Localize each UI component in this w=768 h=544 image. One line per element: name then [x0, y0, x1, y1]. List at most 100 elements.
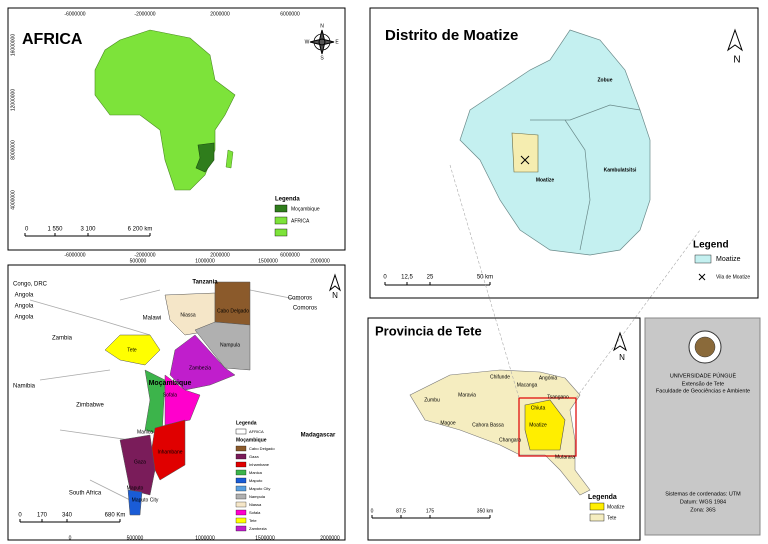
- place-label: Tsangano: [547, 394, 569, 400]
- province-label: Niassa: [180, 312, 196, 318]
- connector: [449, 164, 701, 399]
- compass: [309, 29, 335, 55]
- legend-title: Legenda: [588, 494, 617, 501]
- legend-label: Maputo City: [249, 486, 270, 491]
- scale-label: 175: [426, 508, 435, 514]
- legend-swatches: [235, 445, 247, 532]
- info-line: Zona: 36S: [690, 507, 716, 513]
- coord-label: -6000000: [64, 252, 85, 258]
- compass-label: S: [320, 55, 324, 61]
- country-label: Zambia: [52, 336, 73, 342]
- country-label: Comoros: [293, 306, 317, 312]
- province-label: Tete: [127, 347, 137, 353]
- scale-label: 0: [371, 508, 374, 514]
- country-label: Comoros: [288, 296, 312, 302]
- coord-label: 6000000: [280, 11, 300, 17]
- institution-name: UNIVERSIDADE PÚNGUÈ: [670, 372, 737, 379]
- coord-label: -2000000: [134, 11, 155, 17]
- place-label: Macanga: [517, 382, 538, 388]
- logo-inner: [694, 336, 716, 358]
- north-label: N: [619, 353, 625, 362]
- place-label: Mutarara: [555, 454, 575, 460]
- province-label: Gaza: [134, 459, 146, 465]
- place-label: Zumbu: [424, 397, 440, 403]
- town-area: [511, 132, 539, 173]
- place-label: Kambulatsitsi: [604, 167, 637, 173]
- scale-bar: [371, 515, 491, 519]
- north-label: N: [332, 291, 338, 300]
- panel-title: Provincia de Tete: [375, 323, 482, 338]
- country-label: Namibia: [13, 384, 36, 390]
- place-label: Maravia: [458, 392, 476, 398]
- province-label: Maputo City: [132, 497, 159, 503]
- coord-label: -2000000: [134, 252, 155, 258]
- coord-label: 500000: [127, 535, 144, 541]
- scale-label: 0: [18, 513, 22, 519]
- scale-label: 1 550: [47, 227, 63, 233]
- scale-label: 50 km: [477, 275, 493, 281]
- institution-line: Extensão de Tete: [682, 381, 724, 387]
- legend-label: Maputo: [249, 478, 263, 483]
- country-label: Angola: [15, 315, 34, 321]
- legend-label: Cabo Delgado: [249, 446, 275, 451]
- institution-line: Faculdade de Geociências e Ambiente: [656, 388, 750, 394]
- coord-label: 2000000: [210, 11, 230, 17]
- place-label: Changara: [499, 437, 521, 443]
- province-label: Inhambane: [157, 449, 182, 455]
- place-label: Zobue: [598, 77, 613, 83]
- place-label: Moatize: [536, 177, 555, 183]
- place-label: Chiuta: [531, 405, 546, 411]
- legend-label: Vila de Moatize: [716, 274, 750, 280]
- legend-label: AFRICA: [291, 218, 310, 224]
- coord-label: -6000000: [64, 11, 85, 17]
- legend-marker: [698, 273, 706, 281]
- legend-label: Tete: [607, 515, 617, 521]
- place-label: Magoe: [440, 420, 456, 426]
- legend-label: Gaza: [249, 454, 259, 459]
- highlight-box: [518, 397, 577, 457]
- legend-swatch: [274, 204, 288, 213]
- mozambique-shape: [195, 142, 215, 173]
- country-label: Congo, DRC: [13, 282, 48, 288]
- legend-title: Legenda: [236, 420, 257, 426]
- scale-label: 680 Km: [105, 513, 126, 519]
- coord-label: 2000000: [210, 252, 230, 258]
- north-arrow: [727, 28, 743, 52]
- country-label: Zimbabwe: [76, 403, 104, 409]
- legend-label: Tete: [249, 518, 257, 523]
- scale-bar: [19, 519, 121, 523]
- place-label: Moatize: [529, 422, 547, 428]
- coord-label: 0: [69, 535, 72, 541]
- legend-label: Niassa: [249, 502, 262, 507]
- compass-label: W: [305, 39, 310, 45]
- north-arrow: [328, 273, 342, 292]
- scale-label: 3 100: [80, 227, 96, 233]
- scale-label: 0: [383, 275, 387, 281]
- coord-label: 1500000: [255, 535, 275, 541]
- legend-title: Legenda: [275, 197, 300, 203]
- province-label: Maputo: [127, 485, 144, 491]
- info-line: Datum: WGS 1984: [680, 499, 726, 505]
- coord-label: 2000000: [320, 535, 340, 541]
- coord-label: 6000000: [280, 252, 300, 258]
- coord-label: 12000000: [10, 89, 16, 111]
- legend-title: Moçambique: [236, 437, 267, 443]
- coord-label: 500000: [130, 258, 147, 264]
- legend-swatch: [694, 254, 712, 264]
- scale-label: 87,5: [396, 508, 406, 514]
- legend-label: Moatize: [716, 256, 741, 263]
- scale-label: 12,5: [401, 275, 413, 281]
- coord-label: 1000000: [195, 535, 215, 541]
- provinces: [104, 281, 251, 516]
- scale-label: 0: [25, 227, 29, 233]
- scale-label: 170: [37, 513, 48, 519]
- compass-label: E: [335, 39, 339, 45]
- legend-label: Moatize: [607, 504, 625, 510]
- legend-swatch: [274, 228, 288, 237]
- panel-title: Distrito de Moatize: [385, 27, 518, 44]
- country-border: [29, 289, 301, 501]
- province-label: Nampula: [220, 342, 240, 348]
- legend-swatch: [589, 513, 605, 522]
- country-label: Malawi: [143, 316, 162, 322]
